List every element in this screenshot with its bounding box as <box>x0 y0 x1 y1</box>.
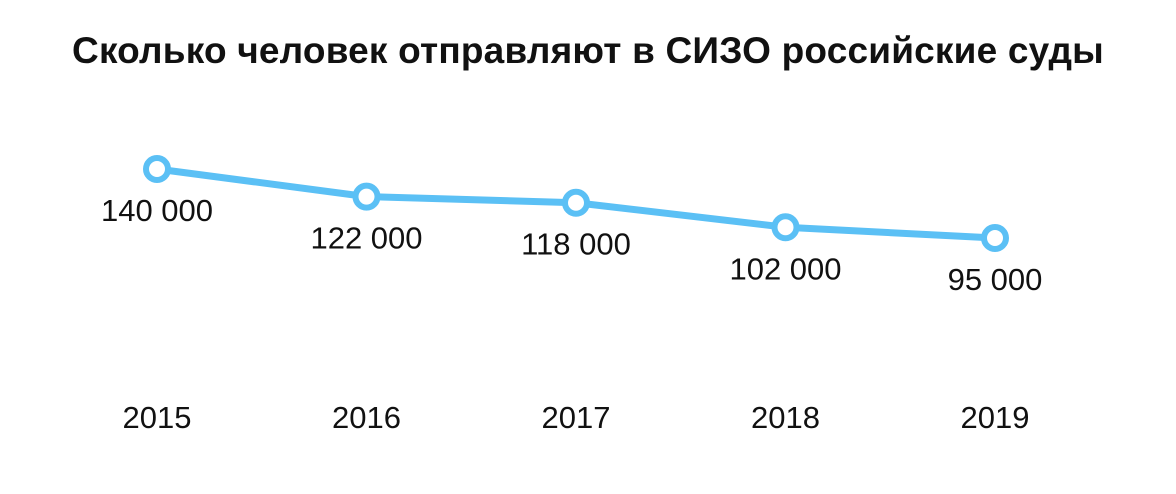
data-label-2017: 118 000 <box>521 227 631 262</box>
x-tick-label-2016: 2016 <box>332 400 401 435</box>
data-label-layer: 140 000 122 000 118 000 102 000 95 000 <box>101 193 1042 297</box>
data-point-2017 <box>562 188 590 217</box>
data-point-2018 <box>771 213 800 242</box>
x-tick-label-2015: 2015 <box>123 400 192 435</box>
data-label-2019: 95 000 <box>948 262 1043 297</box>
data-point-layer <box>143 155 1009 252</box>
x-tick-label-2017: 2017 <box>542 400 611 435</box>
chart-title: Сколько человек отправляют в СИЗО россий… <box>72 30 1104 71</box>
data-label-2015: 140 000 <box>101 193 213 228</box>
x-axis-tick-layer: 2015 2016 2017 2018 2019 <box>123 400 1030 435</box>
data-point-2016 <box>352 182 381 211</box>
data-label-2018: 102 000 <box>729 251 841 286</box>
x-tick-label-2019: 2019 <box>961 400 1030 435</box>
data-label-2016: 122 000 <box>310 221 422 256</box>
data-point-2019 <box>981 224 1009 252</box>
data-point-2015 <box>143 155 171 183</box>
x-tick-label-2018: 2018 <box>751 400 820 435</box>
